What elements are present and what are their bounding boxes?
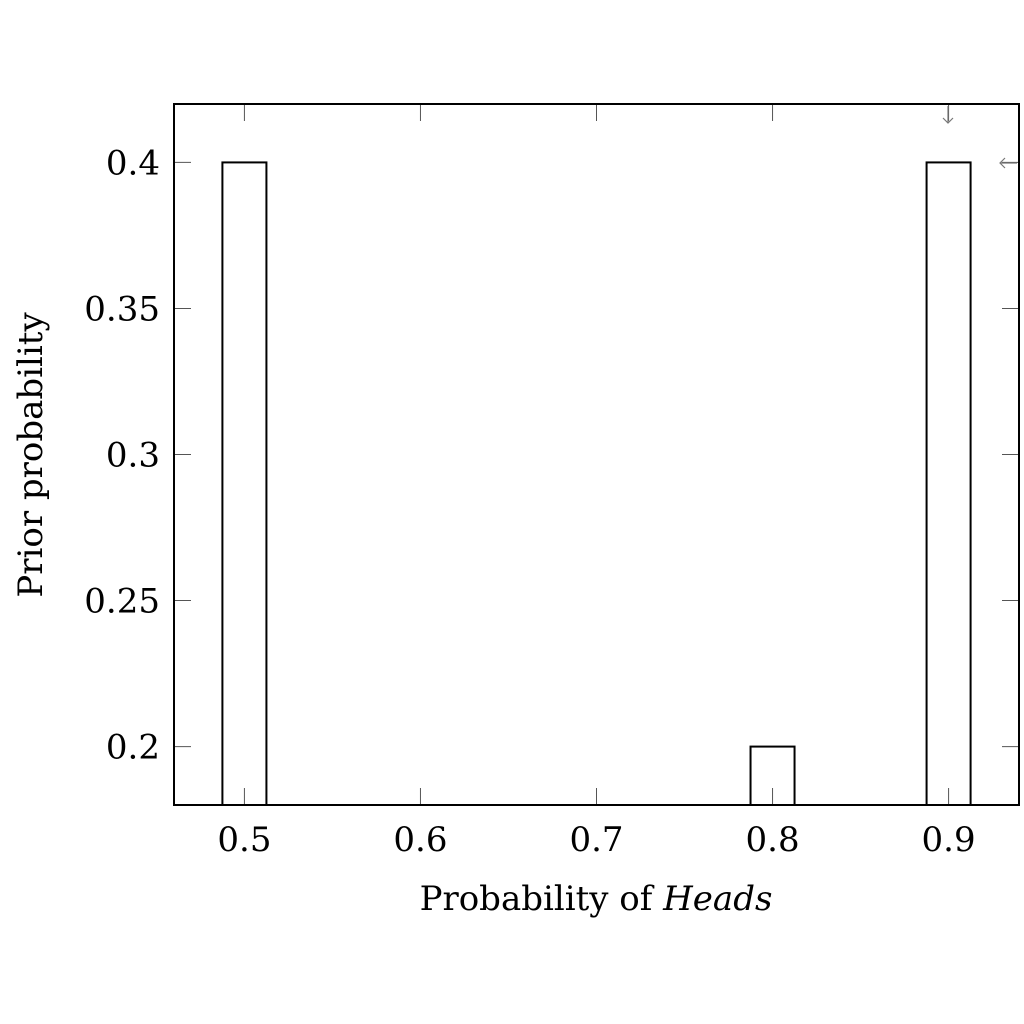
y-axis-label: Prior probability [11, 312, 51, 598]
y-tick-label: 0.4 [106, 143, 160, 183]
x-tick-label: 0.9 [922, 820, 976, 860]
x-tick-label: 0.6 [393, 820, 447, 860]
overflow-marker-down-head [942, 117, 954, 124]
bar-0-9 [925, 161, 972, 806]
overflow-marker-left-head [999, 157, 1006, 169]
ticks-layer: 0.5 0.6 0.7 0.8 0.9 0.2 0.25 0.3 0.35 0.4 [84, 104, 1019, 860]
x-axis-label-text: Probability of [420, 879, 655, 919]
y-tick-label: 0.2 [106, 728, 160, 768]
plot-area-frame [173, 103, 1020, 806]
x-tick-label: 0.7 [569, 820, 623, 860]
x-tick-label: 0.5 [217, 820, 271, 860]
x-tick-label: 0.8 [746, 820, 800, 860]
bar-0-5 [221, 161, 268, 806]
y-tick-label: 0.35 [84, 289, 160, 329]
y-tick-label: 0.25 [84, 582, 160, 622]
y-tick-label: 0.3 [106, 436, 160, 476]
x-axis-label-italic: Heads [662, 879, 772, 919]
bars-layer [221, 161, 972, 806]
x-axis-label: Probability of Heads [420, 879, 773, 919]
